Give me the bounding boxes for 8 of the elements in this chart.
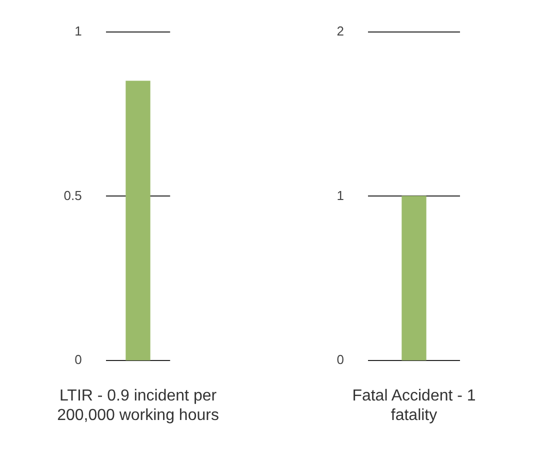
y-tick-label: 1 bbox=[74, 23, 82, 38]
y-tick-label: 1 bbox=[336, 188, 344, 203]
y-tick-label: 0 bbox=[74, 352, 82, 368]
x-tick-label: Fatal Accident - 1 fatality bbox=[352, 388, 476, 424]
y-tick-label: 0 bbox=[336, 352, 344, 368]
y-tick-label: 0.5 bbox=[64, 188, 82, 203]
y-tick-label: 2 bbox=[336, 23, 344, 38]
x-tick-label: LTIR - 0.9 incident per 200,000 working hours bbox=[57, 388, 219, 424]
